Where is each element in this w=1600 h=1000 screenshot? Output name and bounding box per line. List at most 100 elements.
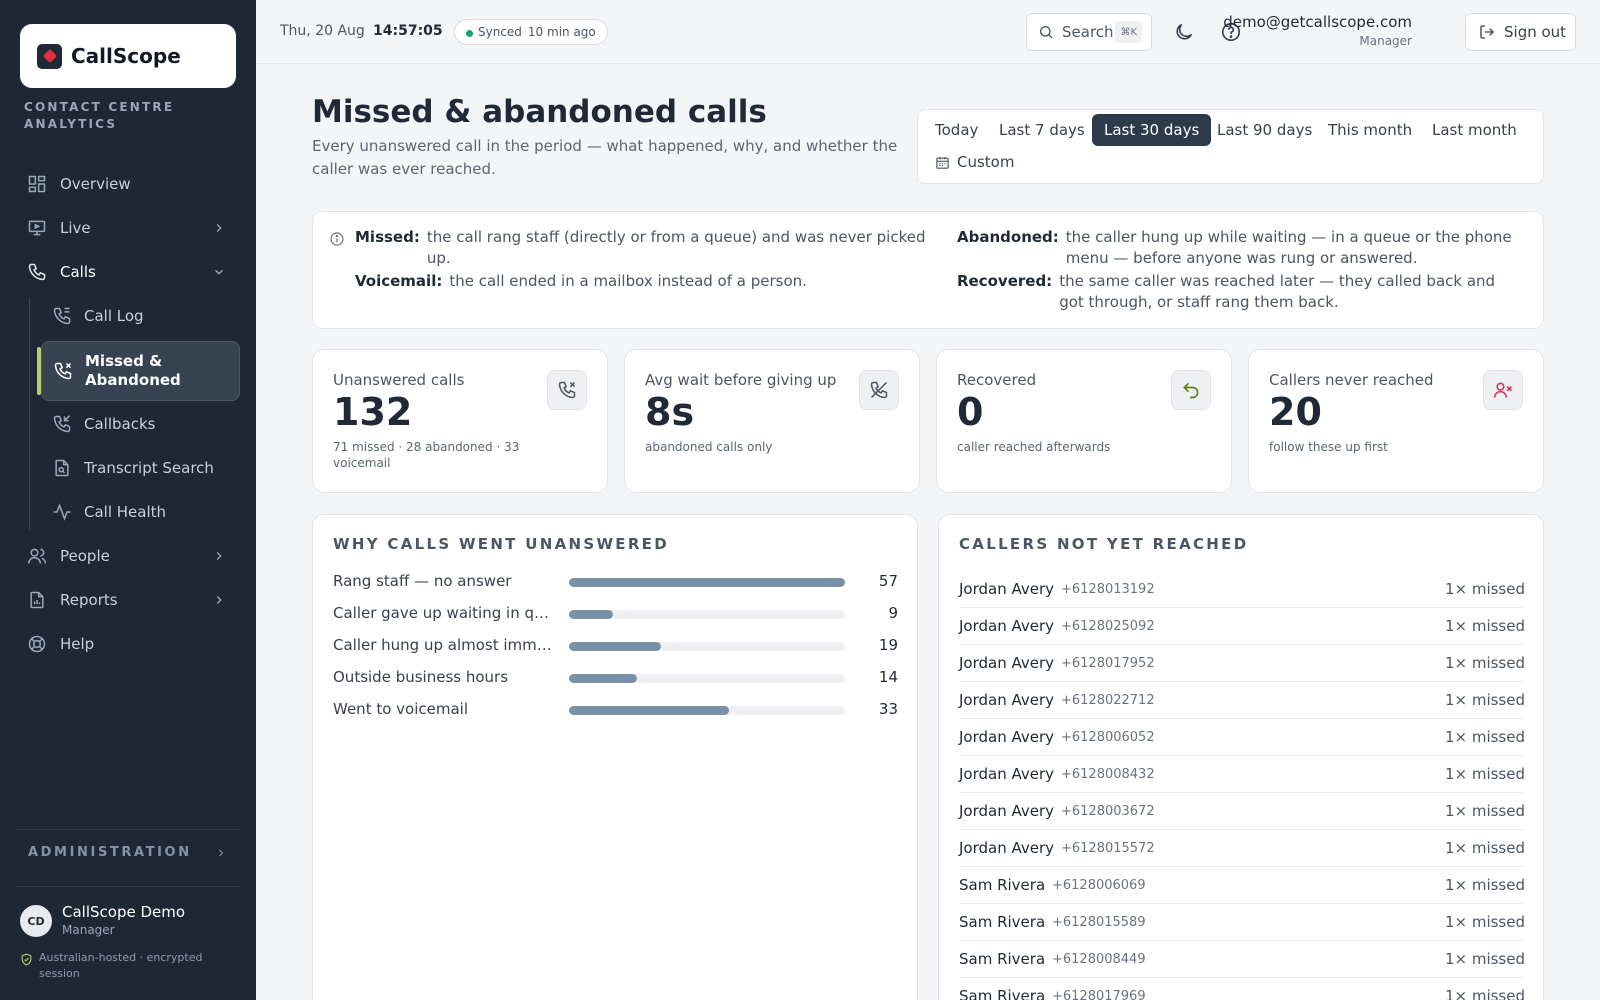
sidebar: CallScope CONTACT CENTRE ANALYTICS Overv… (0, 0, 256, 1000)
sidebar-item-missed-abandoned[interactable]: Missed & Abandoned (41, 341, 240, 401)
range-custom-label: Custom (957, 153, 1015, 171)
reason-bar-track (569, 674, 845, 683)
range-30-days-button[interactable]: Last 30 days (1092, 114, 1212, 146)
avatar[interactable]: CD (20, 905, 52, 937)
help-icon[interactable] (1220, 21, 1242, 43)
kpi-label: Avg wait before giving up (645, 371, 837, 389)
caller-missed-count: 1× missed (1444, 617, 1525, 635)
caller-row[interactable]: Sam Rivera +6128006069 1× missed (959, 867, 1525, 904)
phone-missed-icon (54, 362, 72, 380)
caller-phone: +6128022712 (1061, 693, 1155, 708)
range-7-days-button[interactable]: Last 7 days (999, 121, 1085, 139)
reason-value: 9 (888, 604, 898, 622)
sidebar-item-transcript-search[interactable]: Transcript Search (41, 449, 240, 487)
caller-row[interactable]: Sam Rivera +6128017969 1× missed (959, 978, 1525, 1000)
range-this-month-button[interactable]: This month (1328, 121, 1413, 139)
reason-label: Outside business hours (333, 668, 509, 686)
sidebar-item-reports[interactable]: Reports (16, 581, 240, 619)
moon-icon[interactable] (1173, 21, 1195, 43)
caller-row[interactable]: Jordan Avery +6128006052 1× missed (959, 719, 1525, 756)
kpi-subtext: abandoned calls only (645, 440, 773, 454)
range-today-button[interactable]: Today (935, 121, 979, 139)
topbar: Thu, 20 Aug 14:57:05 Synced 10 min ago S… (256, 0, 1600, 64)
reason-row: Rang staff — no answer 57 (333, 572, 898, 592)
caller-row[interactable]: Jordan Avery +6128017952 1× missed (959, 645, 1525, 682)
caller-row[interactable]: Jordan Avery +6128022712 1× missed (959, 682, 1525, 719)
sidebar-item-overview[interactable]: Overview (16, 165, 240, 203)
range-last-month-button[interactable]: Last month (1432, 121, 1517, 139)
active-indicator (37, 347, 41, 395)
caller-row[interactable]: Jordan Avery +6128008432 1× missed (959, 756, 1525, 793)
kpi-badge (1171, 370, 1211, 410)
caller-row[interactable]: Jordan Avery +6128015572 1× missed (959, 830, 1525, 867)
definition-missed: Missed: the call rang staff (directly or… (355, 227, 935, 269)
phone-off-icon (870, 381, 888, 399)
sidebar-item-live[interactable]: Live (16, 209, 240, 247)
sidebar-item-call-health[interactable]: Call Health (41, 493, 240, 531)
callers-not-reached-panel: CALLERS NOT YET REACHED Jordan Avery +612… (938, 514, 1544, 1000)
caller-row[interactable]: Sam Rivera +6128015589 1× missed (959, 904, 1525, 941)
search-button[interactable]: Search ⌘K (1026, 13, 1152, 51)
report-icon (30, 591, 44, 609)
sidebar-item-label: Missed & Abandoned (85, 352, 181, 389)
brand-logo[interactable]: CallScope (20, 24, 236, 88)
caller-name: Sam Rivera (959, 913, 1046, 931)
definition-voicemail: Voicemail: the call ended in a mailbox i… (355, 271, 935, 292)
reason-value: 14 (878, 668, 898, 686)
reason-bar-fill (569, 642, 661, 651)
caller-missed-count: 1× missed (1444, 876, 1525, 894)
caller-name: Sam Rivera (959, 950, 1046, 968)
sidebar-item-calls[interactable]: Calls (16, 253, 240, 291)
definition-text: the call ended in a mailbox instead of a… (449, 272, 807, 290)
chevron-right-icon (216, 224, 222, 232)
unanswered-reasons-panel: WHY CALLS WENT UNANSWERED Rang staff — n… (312, 514, 918, 1000)
admin-section-toggle[interactable]: ADMINISTRATION (28, 845, 192, 860)
grid-icon (28, 175, 46, 193)
kpi-label: Unanswered calls (333, 371, 465, 389)
reason-label: Caller gave up waiting in queue (333, 604, 558, 622)
range-90-days-button[interactable]: Last 90 days (1217, 121, 1313, 139)
sidebar-item-label: Call Health (84, 503, 167, 521)
panel-title: WHY CALLS WENT UNANSWERED (333, 535, 669, 553)
caller-name: Jordan Avery (959, 654, 1055, 672)
sidebar-item-label: Help (60, 635, 95, 653)
current-time: 14:57:05 (373, 23, 443, 39)
kpi-subtext: caller reached afterwards (957, 440, 1111, 454)
user-email: demo@getcallscope.com (1223, 13, 1412, 31)
definition-term: Missed: (355, 228, 420, 246)
caller-name: Jordan Avery (959, 839, 1055, 857)
chevron-right-icon (219, 849, 224, 857)
sidebar-item-people[interactable]: People (16, 537, 240, 575)
caller-name: Jordan Avery (959, 580, 1055, 598)
caller-phone: +6128006069 (1052, 878, 1146, 893)
page-title: Missed & abandoned calls (312, 94, 767, 130)
kpi-subtext: follow these up first (1269, 440, 1388, 454)
sidebar-item-help[interactable]: Help (16, 625, 240, 663)
caller-row[interactable]: Sam Rivera +6128008449 1× missed (959, 941, 1525, 978)
caller-missed-count: 1× missed (1444, 691, 1525, 709)
reason-bar-track (569, 578, 845, 587)
file-search-icon (55, 459, 69, 477)
divider (16, 886, 240, 887)
sign-out-button[interactable]: Sign out (1465, 13, 1576, 51)
caller-name: Jordan Avery (959, 691, 1055, 709)
calendar-icon (936, 156, 949, 169)
range-custom-button[interactable]: Custom (923, 146, 1026, 178)
reason-label: Rang staff — no answer (333, 572, 512, 590)
kpi-subtext: 71 missed · 28 abandoned · 33 voicemail (333, 440, 520, 470)
caller-row[interactable]: Jordan Avery +6128025092 1× missed (959, 608, 1525, 645)
sidebar-item-call-log[interactable]: Call Log (41, 297, 240, 335)
caller-row[interactable]: Jordan Avery +6128003672 1× missed (959, 793, 1525, 830)
caller-row[interactable]: Jordan Avery +6128013192 1× missed (959, 571, 1525, 608)
caller-name: Jordan Avery (959, 617, 1055, 635)
sidebar-item-label: Transcript Search (84, 459, 214, 477)
kpi-card-unanswered: Unanswered calls 132 71 missed · 28 aban… (312, 349, 608, 493)
caller-missed-count: 1× missed (1444, 987, 1525, 1000)
sidebar-item-callbacks[interactable]: Callbacks (41, 405, 240, 443)
caller-phone: +6128017952 (1061, 656, 1155, 671)
sync-ago: 10 min ago (527, 25, 596, 39)
phone-icon (28, 263, 46, 281)
caller-name: Sam Rivera (959, 987, 1046, 1000)
reason-bar-fill (569, 706, 729, 715)
definition-term: Voicemail: (355, 272, 443, 290)
